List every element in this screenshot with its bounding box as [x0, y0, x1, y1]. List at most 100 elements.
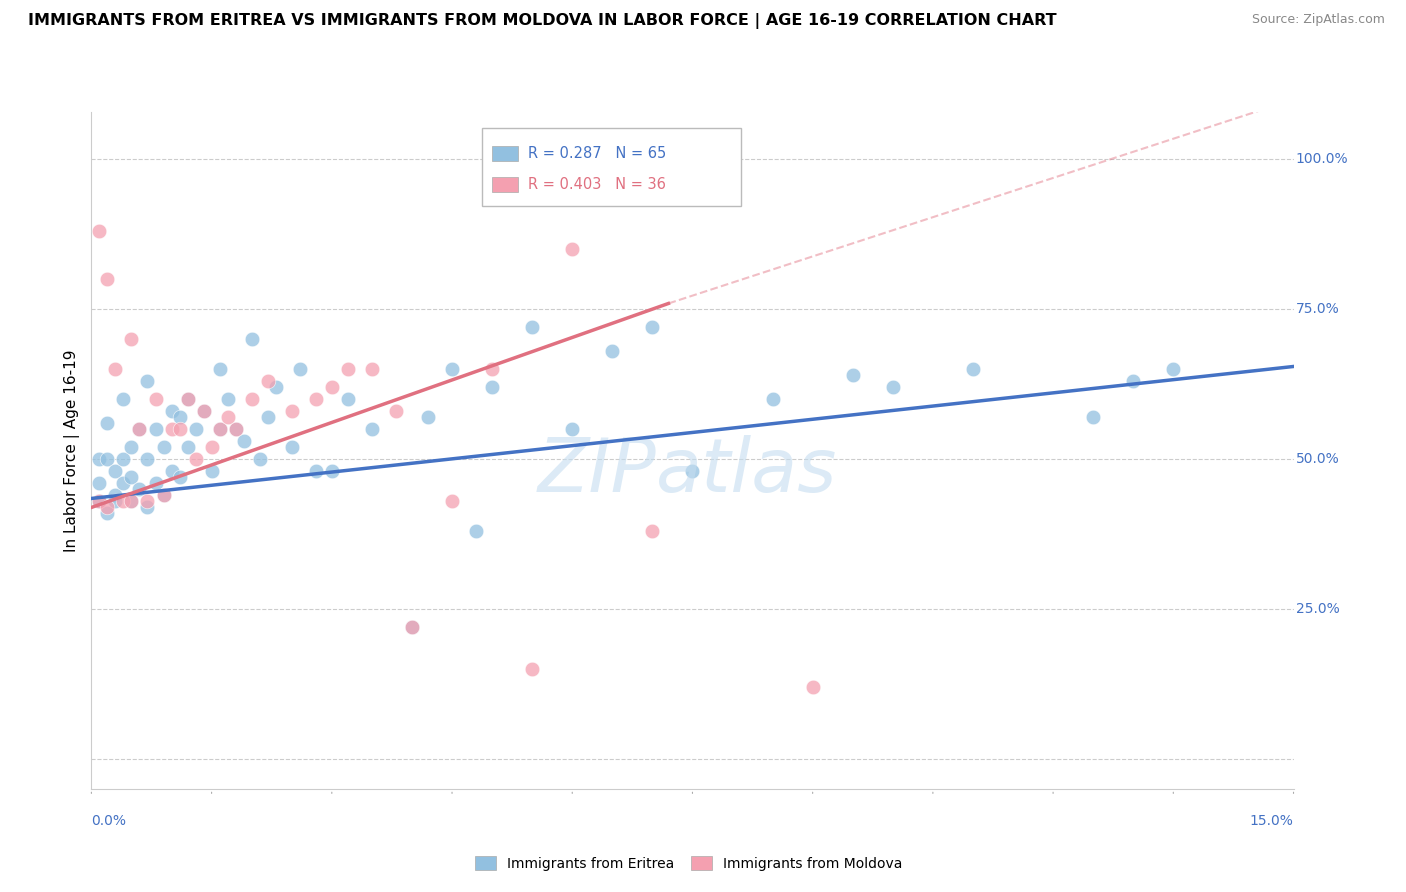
- Point: [184, 422, 207, 436]
- Point: [1163, 362, 1185, 376]
- Point: [193, 404, 215, 418]
- Point: [240, 392, 263, 407]
- Text: 0.0%: 0.0%: [91, 814, 127, 829]
- Point: [882, 380, 904, 394]
- Point: [89, 452, 111, 467]
- Point: [465, 524, 488, 539]
- Point: [152, 488, 174, 502]
- Point: [602, 344, 624, 359]
- Point: [121, 494, 143, 508]
- Point: [112, 494, 135, 508]
- Point: [401, 620, 423, 634]
- Point: [112, 476, 135, 491]
- FancyBboxPatch shape: [492, 146, 519, 161]
- Point: [96, 272, 118, 286]
- Point: [121, 441, 143, 455]
- Point: [401, 620, 423, 634]
- Point: [160, 465, 183, 479]
- Point: [89, 225, 111, 239]
- Point: [152, 441, 174, 455]
- Point: [96, 500, 118, 515]
- Point: [160, 404, 183, 418]
- Point: [360, 422, 382, 436]
- Point: [145, 422, 167, 436]
- Point: [136, 500, 159, 515]
- Y-axis label: In Labor Force | Age 16-19: In Labor Force | Age 16-19: [65, 349, 80, 552]
- Text: ZIP: ZIP: [537, 434, 657, 507]
- Point: [481, 380, 503, 394]
- Point: [561, 243, 583, 257]
- Point: [440, 362, 463, 376]
- Text: R = 0.403   N = 36: R = 0.403 N = 36: [527, 178, 665, 192]
- Point: [152, 488, 174, 502]
- Text: 75.0%: 75.0%: [1296, 302, 1340, 317]
- Point: [89, 494, 111, 508]
- Point: [176, 392, 198, 407]
- Point: [281, 404, 304, 418]
- Point: [201, 441, 224, 455]
- Point: [1083, 410, 1105, 425]
- Point: [641, 320, 664, 334]
- Point: [360, 362, 382, 376]
- Point: [440, 494, 463, 508]
- Point: [240, 333, 263, 347]
- Point: [336, 392, 359, 407]
- Point: [225, 422, 247, 436]
- Point: [160, 422, 183, 436]
- Point: [201, 465, 224, 479]
- Point: [801, 681, 824, 695]
- Text: Source: ZipAtlas.com: Source: ZipAtlas.com: [1251, 13, 1385, 27]
- Point: [121, 333, 143, 347]
- Point: [522, 662, 544, 676]
- Point: [169, 470, 191, 484]
- Point: [104, 465, 127, 479]
- Text: IMMIGRANTS FROM ERITREA VS IMMIGRANTS FROM MOLDOVA IN LABOR FORCE | AGE 16-19 CO: IMMIGRANTS FROM ERITREA VS IMMIGRANTS FR…: [28, 13, 1057, 29]
- Point: [136, 494, 159, 508]
- Point: [561, 422, 583, 436]
- Point: [112, 452, 135, 467]
- Point: [225, 422, 247, 436]
- Point: [1122, 375, 1144, 389]
- Point: [264, 380, 287, 394]
- Point: [256, 375, 278, 389]
- Point: [96, 417, 118, 431]
- Point: [681, 465, 703, 479]
- Point: [217, 392, 239, 407]
- Point: [128, 422, 150, 436]
- Point: [208, 422, 231, 436]
- Point: [762, 392, 785, 407]
- Point: [641, 524, 664, 539]
- Point: [104, 488, 127, 502]
- Point: [176, 441, 198, 455]
- Text: R = 0.287   N = 65: R = 0.287 N = 65: [527, 146, 666, 161]
- Point: [184, 452, 207, 467]
- Point: [128, 483, 150, 497]
- Point: [145, 392, 167, 407]
- Text: 25.0%: 25.0%: [1296, 602, 1340, 616]
- Point: [89, 476, 111, 491]
- Point: [256, 410, 278, 425]
- Point: [104, 362, 127, 376]
- Point: [169, 410, 191, 425]
- Point: [96, 507, 118, 521]
- Point: [249, 452, 271, 467]
- Point: [89, 494, 111, 508]
- Point: [281, 441, 304, 455]
- Text: 15.0%: 15.0%: [1250, 814, 1294, 829]
- Point: [336, 362, 359, 376]
- Point: [104, 494, 127, 508]
- Point: [169, 422, 191, 436]
- Point: [208, 422, 231, 436]
- Point: [232, 434, 254, 449]
- Point: [288, 362, 311, 376]
- Point: [522, 320, 544, 334]
- Point: [136, 375, 159, 389]
- FancyBboxPatch shape: [482, 128, 741, 206]
- Text: 50.0%: 50.0%: [1296, 452, 1340, 467]
- Point: [321, 465, 343, 479]
- Point: [136, 452, 159, 467]
- Point: [416, 410, 439, 425]
- Point: [128, 422, 150, 436]
- Point: [112, 392, 135, 407]
- Point: [121, 470, 143, 484]
